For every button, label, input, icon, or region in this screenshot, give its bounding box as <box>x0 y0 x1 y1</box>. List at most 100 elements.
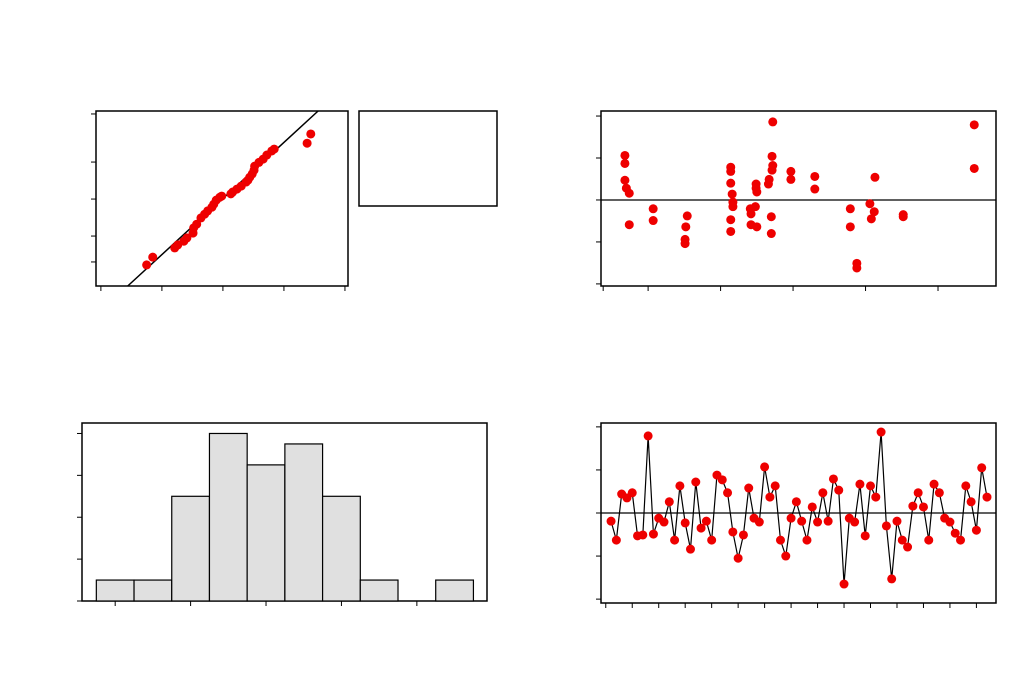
point <box>638 530 648 540</box>
point <box>918 502 928 512</box>
point <box>845 222 855 232</box>
point <box>681 222 691 232</box>
point <box>950 528 960 538</box>
point <box>726 215 736 225</box>
point <box>738 530 748 540</box>
point <box>850 517 860 527</box>
point <box>892 516 902 526</box>
point <box>701 516 711 526</box>
point <box>754 517 764 527</box>
point <box>870 172 880 182</box>
point <box>813 517 823 527</box>
point <box>766 229 776 239</box>
point <box>913 488 923 498</box>
point <box>192 219 202 229</box>
point <box>768 161 778 171</box>
bar <box>435 579 475 602</box>
point <box>767 151 777 161</box>
point <box>620 158 630 168</box>
point <box>818 488 828 498</box>
point <box>839 579 849 589</box>
point <box>664 497 674 507</box>
bar <box>321 495 361 602</box>
point <box>945 517 955 527</box>
point <box>966 497 976 507</box>
point <box>934 488 944 498</box>
point <box>765 492 775 502</box>
point <box>855 479 865 489</box>
point <box>302 138 312 148</box>
point <box>903 542 913 552</box>
point <box>728 202 738 212</box>
point <box>752 222 762 232</box>
point <box>897 535 907 545</box>
point <box>750 202 760 212</box>
bar <box>208 432 248 602</box>
bar <box>246 464 286 602</box>
point <box>929 479 939 489</box>
point <box>860 531 870 541</box>
point <box>620 150 630 160</box>
residual-line <box>610 431 988 585</box>
point <box>723 488 733 498</box>
bar <box>95 579 135 602</box>
point <box>624 188 634 198</box>
point <box>726 166 736 176</box>
point <box>768 117 778 127</box>
point <box>969 120 979 130</box>
point <box>834 485 844 495</box>
point <box>810 184 820 194</box>
bar <box>284 443 324 602</box>
point <box>760 462 770 472</box>
point <box>606 516 616 526</box>
point <box>969 163 979 173</box>
point <box>852 263 862 273</box>
point <box>680 239 690 249</box>
point <box>982 492 992 502</box>
point <box>797 516 807 526</box>
point <box>643 431 653 441</box>
point <box>881 521 891 531</box>
point <box>627 488 637 498</box>
point <box>727 189 737 199</box>
point <box>924 535 934 545</box>
point <box>971 525 981 535</box>
point <box>306 129 316 139</box>
point <box>675 481 685 491</box>
point <box>648 204 658 214</box>
point <box>956 535 966 545</box>
point <box>685 544 695 554</box>
point <box>148 252 158 262</box>
point <box>726 178 736 188</box>
point <box>752 187 762 197</box>
point <box>766 212 776 222</box>
point <box>775 535 785 545</box>
point <box>696 523 706 533</box>
point <box>182 233 192 243</box>
plot-frame <box>600 110 997 287</box>
point <box>659 517 669 527</box>
point <box>807 502 817 512</box>
point <box>961 481 971 491</box>
point <box>869 207 879 217</box>
point <box>786 174 796 184</box>
point <box>620 175 630 185</box>
point <box>908 501 918 511</box>
point <box>823 516 833 526</box>
point <box>786 513 796 523</box>
bar <box>133 579 173 602</box>
point <box>682 211 692 221</box>
point <box>802 535 812 545</box>
bar <box>171 495 211 602</box>
point <box>707 535 717 545</box>
point <box>680 518 690 528</box>
point <box>624 220 634 230</box>
point <box>887 574 897 584</box>
point <box>828 474 838 484</box>
plot-frame <box>95 110 349 287</box>
point <box>744 483 754 493</box>
point <box>733 553 743 563</box>
